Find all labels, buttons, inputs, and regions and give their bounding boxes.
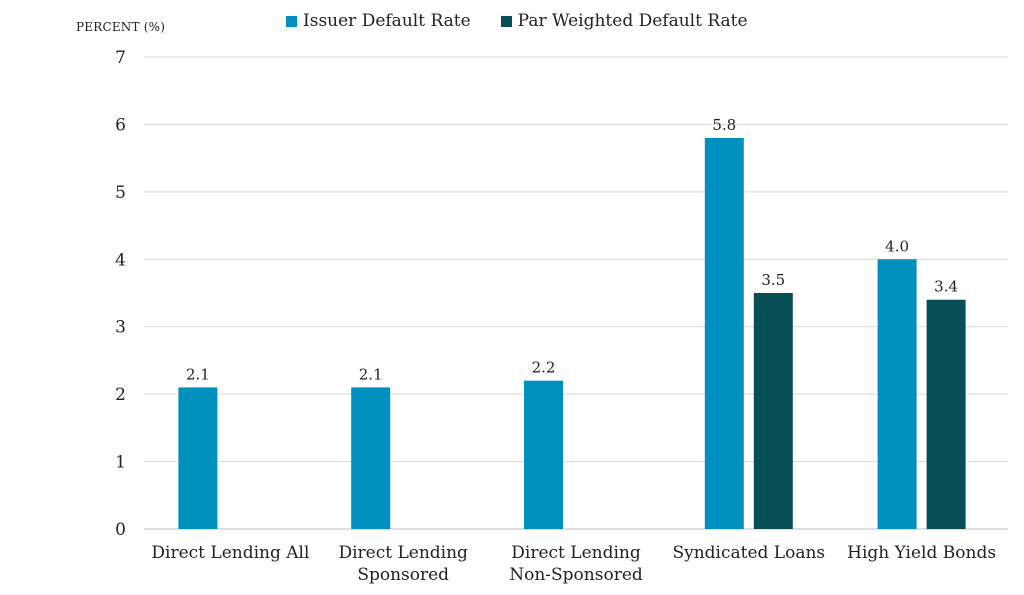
y-tick-label: 1 — [115, 453, 126, 473]
legend-label-par-weighted: Par Weighted Default Rate — [517, 11, 748, 31]
y-tick-label: 0 — [115, 520, 126, 540]
x-tick-label: Sponsored — [357, 565, 449, 585]
data-label: 3.5 — [761, 271, 785, 289]
y-axis-label: PERCENT (%) — [76, 20, 166, 34]
y-tick-label: 3 — [115, 318, 126, 338]
data-label: 5.8 — [712, 116, 736, 134]
legend-swatch-par-weighted — [500, 15, 512, 27]
bar — [926, 299, 966, 529]
x-tick-label: Syndicated Loans — [672, 543, 825, 563]
data-label: 2.1 — [359, 365, 383, 383]
y-tick-label: 7 — [115, 48, 126, 68]
y-tick-label: 6 — [115, 115, 126, 135]
legend-swatch-issuer — [286, 15, 297, 27]
legend-label-issuer: Issuer Default Rate — [303, 11, 471, 31]
y-tick-label: 5 — [115, 183, 126, 203]
x-tick-label: Non-Sponsored — [509, 565, 643, 585]
legend-item-issuer[interactable]: Issuer Default Rate — [286, 11, 471, 31]
x-tick-label: High Yield Bonds — [847, 543, 996, 563]
y-tick-label: 4 — [115, 250, 126, 270]
x-tick-label: Direct Lending — [511, 543, 641, 563]
data-label: 4.0 — [885, 237, 909, 255]
bar — [753, 293, 793, 529]
legend-item-par-weighted[interactable]: Par Weighted Default Rate — [500, 11, 748, 31]
bar — [877, 259, 917, 529]
bar — [524, 380, 563, 529]
data-label: 3.4 — [934, 278, 958, 296]
bar — [704, 137, 744, 529]
data-label: 2.1 — [186, 365, 210, 383]
data-label: 2.2 — [532, 359, 556, 377]
x-tick-label: Direct Lending All — [151, 543, 309, 563]
bar — [178, 387, 218, 529]
bar — [351, 387, 391, 529]
y-tick-label: 2 — [115, 385, 126, 405]
chart-legend: Issuer Default Rate Par Weighted Default… — [286, 11, 778, 31]
x-tick-label: Direct Lending — [338, 543, 468, 563]
